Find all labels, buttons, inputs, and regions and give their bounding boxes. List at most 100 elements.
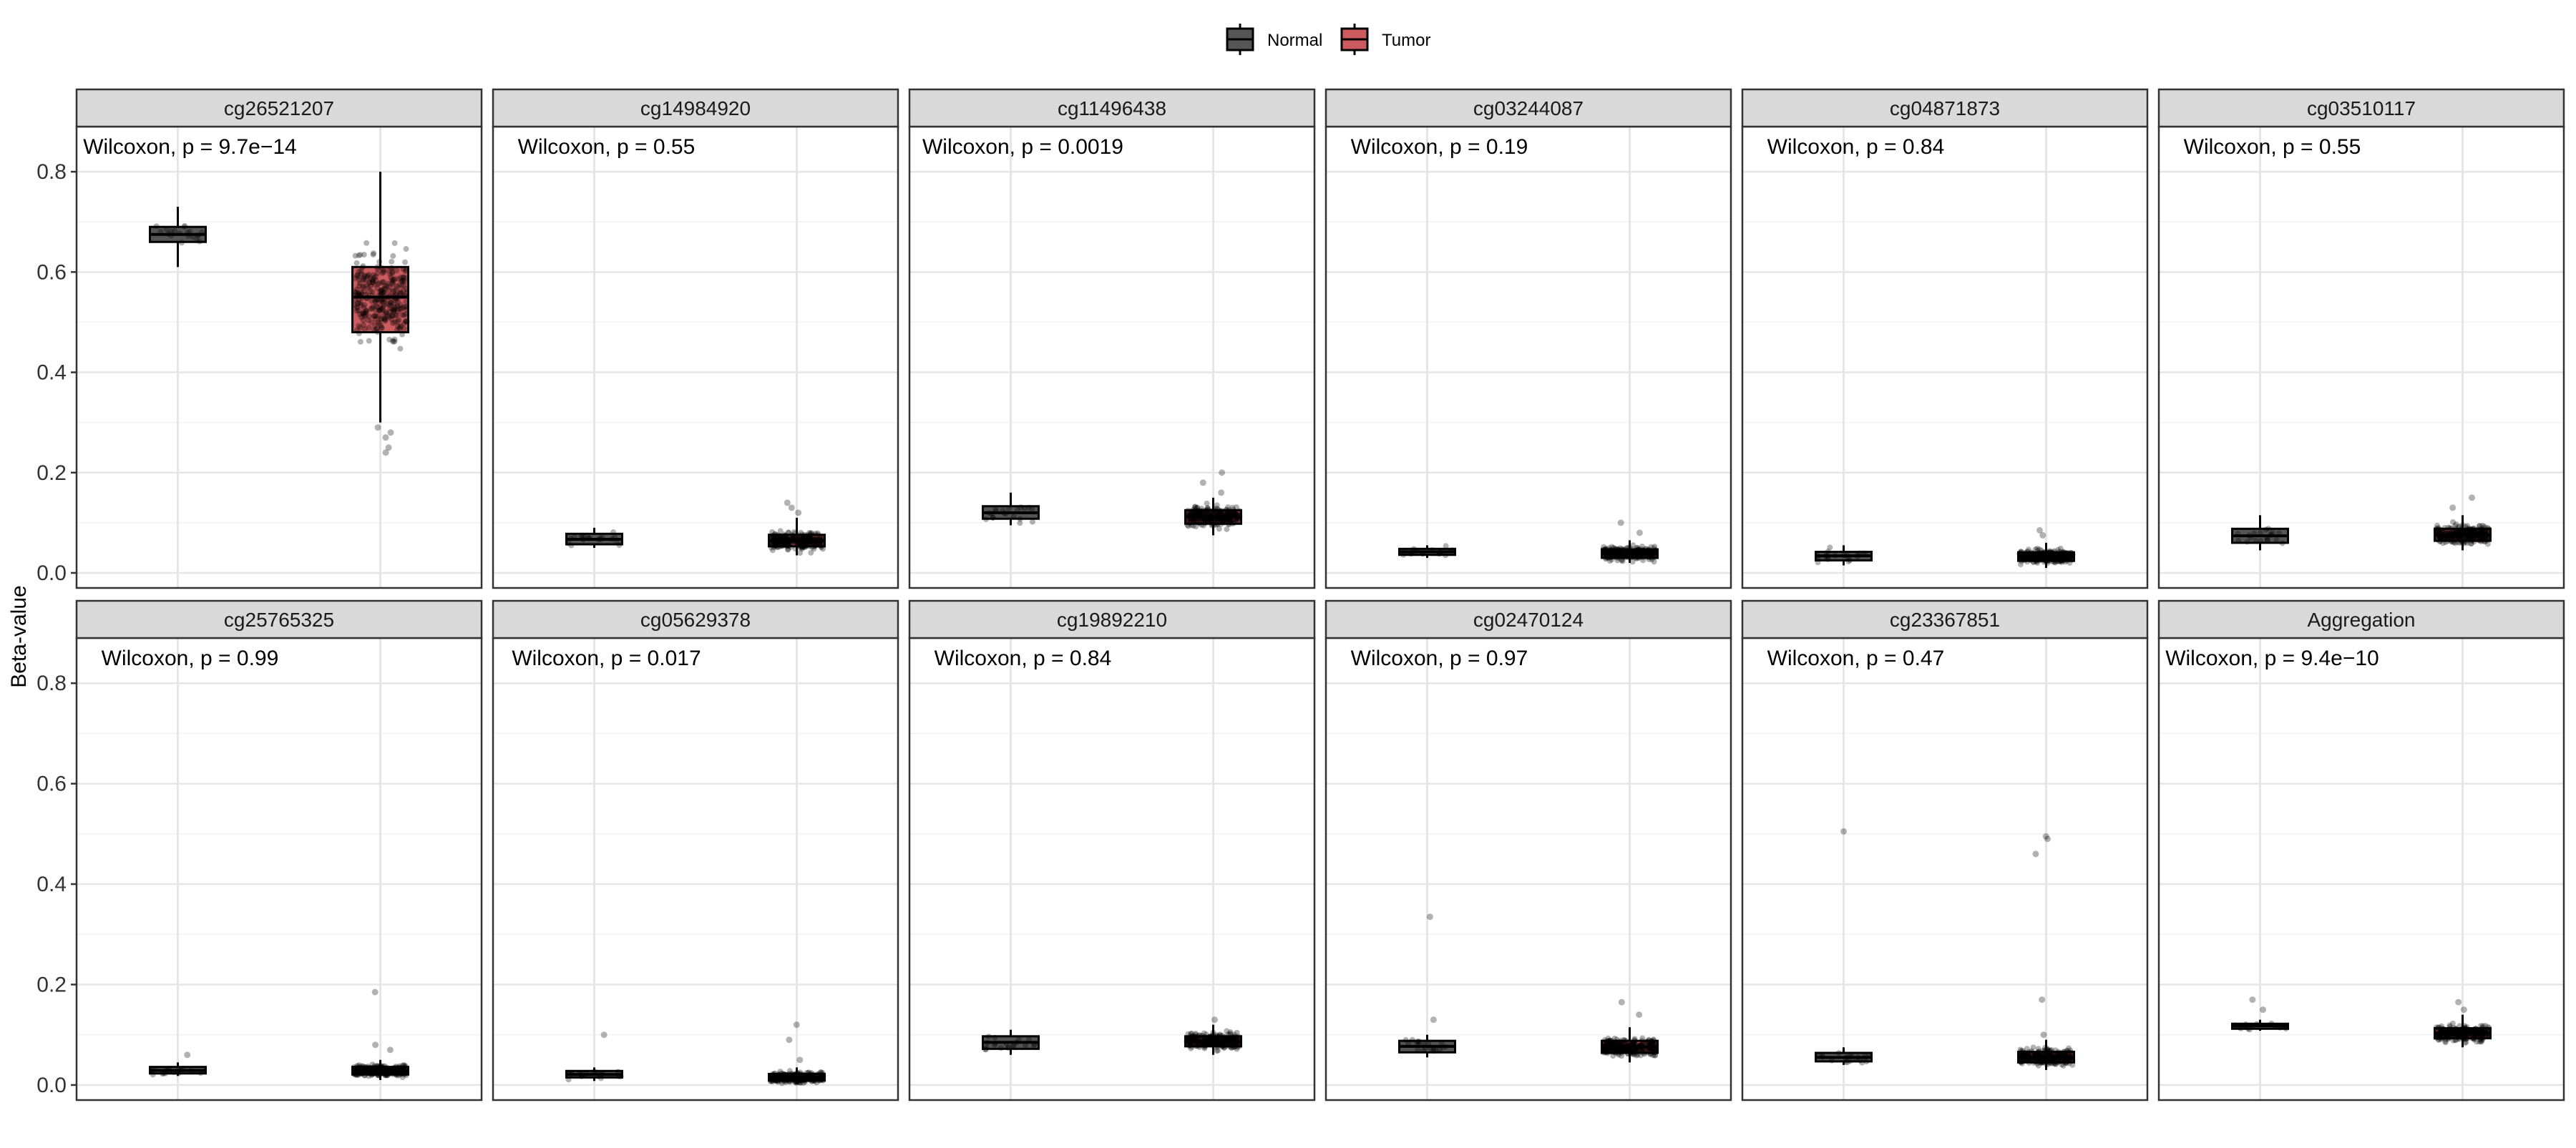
data-point xyxy=(784,541,790,548)
data-point xyxy=(2477,531,2484,537)
data-point xyxy=(806,537,812,544)
data-point xyxy=(2437,538,2444,544)
data-point xyxy=(2459,521,2466,528)
data-point xyxy=(1207,519,1214,525)
data-point xyxy=(1625,551,1631,558)
data-point xyxy=(2437,530,2444,536)
wilcoxon-annotation: Wilcoxon, p = 9.7e−14 xyxy=(83,135,297,159)
data-point xyxy=(2478,529,2484,535)
data-point xyxy=(195,232,202,238)
data-point xyxy=(1204,516,1210,523)
data-point xyxy=(568,542,575,549)
facet-strip xyxy=(2157,88,2565,128)
data-point xyxy=(2069,556,2075,563)
data-point xyxy=(2281,1023,2288,1029)
data-point xyxy=(798,542,804,549)
data-point xyxy=(2478,538,2484,544)
data-point xyxy=(774,540,781,546)
data-point xyxy=(1193,519,1199,525)
data-point xyxy=(1209,514,1215,521)
data-point xyxy=(2036,557,2043,564)
data-point xyxy=(389,258,395,265)
data-point xyxy=(1187,514,1194,521)
data-point xyxy=(819,537,825,544)
data-point xyxy=(772,534,779,540)
data-point xyxy=(2037,553,2044,559)
data-point xyxy=(2434,536,2440,543)
data-point xyxy=(1191,506,1197,513)
facet-strip-title: cg02470124 xyxy=(1473,609,1584,631)
data-point xyxy=(2057,549,2064,555)
data-point xyxy=(2069,553,2075,559)
data-point xyxy=(1609,551,1616,558)
data-point xyxy=(2030,551,2036,557)
data-point xyxy=(1629,554,1635,560)
data-point xyxy=(2435,525,2441,531)
data-point xyxy=(1194,508,1201,514)
data-point xyxy=(1824,552,1830,559)
data-point xyxy=(804,533,810,539)
data-point xyxy=(1209,518,1215,524)
data-point xyxy=(2472,531,2478,538)
data-point xyxy=(2450,519,2457,525)
data-point xyxy=(1639,549,1646,556)
data-point xyxy=(2019,553,2026,559)
wilcoxon-annotation: Wilcoxon, p = 0.55 xyxy=(2184,135,2361,159)
data-point xyxy=(2055,546,2062,553)
data-point xyxy=(2049,551,2056,558)
data-point xyxy=(769,540,776,546)
data-point xyxy=(2451,534,2458,540)
data-point xyxy=(390,277,396,283)
data-point xyxy=(376,308,383,314)
data-point xyxy=(190,233,196,240)
data-point xyxy=(796,541,803,547)
data-point xyxy=(1617,549,1624,555)
data-point xyxy=(2023,556,2029,562)
data-point xyxy=(2052,556,2059,562)
data-point xyxy=(2064,551,2071,558)
data-point xyxy=(2436,532,2442,539)
data-point xyxy=(1438,549,1445,555)
data-point xyxy=(780,538,786,544)
data-point xyxy=(170,1069,177,1076)
data-point xyxy=(1635,549,1641,555)
data-point xyxy=(1638,550,1644,556)
data-point xyxy=(2067,554,2073,560)
data-point xyxy=(781,536,787,542)
data-point xyxy=(2474,530,2481,536)
data-point xyxy=(353,305,360,311)
data-point xyxy=(785,529,791,536)
data-point xyxy=(790,536,796,542)
data-point xyxy=(391,304,398,310)
data-point xyxy=(1617,545,1624,551)
data-point xyxy=(2246,532,2253,539)
data-point xyxy=(1604,552,1610,559)
data-point xyxy=(176,1068,182,1074)
data-point xyxy=(2480,1027,2487,1034)
data-point xyxy=(1629,1051,1636,1057)
data-point xyxy=(1621,551,1627,557)
data-point xyxy=(1190,523,1196,529)
data-point xyxy=(2054,558,2061,564)
data-point xyxy=(2434,527,2441,534)
data-point xyxy=(2484,524,2491,531)
data-point xyxy=(2473,532,2479,539)
data-point xyxy=(379,291,385,298)
data-point xyxy=(819,543,825,549)
data-point xyxy=(1189,510,1195,516)
data-point xyxy=(816,540,823,546)
data-point xyxy=(2020,554,2026,560)
data-point xyxy=(2451,531,2457,537)
data-point xyxy=(389,265,395,272)
data-point xyxy=(386,271,393,278)
data-point xyxy=(1225,509,1231,516)
data-point xyxy=(381,318,388,324)
data-point xyxy=(2438,534,2444,541)
data-point xyxy=(2469,528,2476,534)
data-point xyxy=(1225,512,1231,519)
data-point xyxy=(2062,554,2069,561)
data-point xyxy=(2457,531,2463,538)
outlier-point xyxy=(2039,996,2046,1004)
